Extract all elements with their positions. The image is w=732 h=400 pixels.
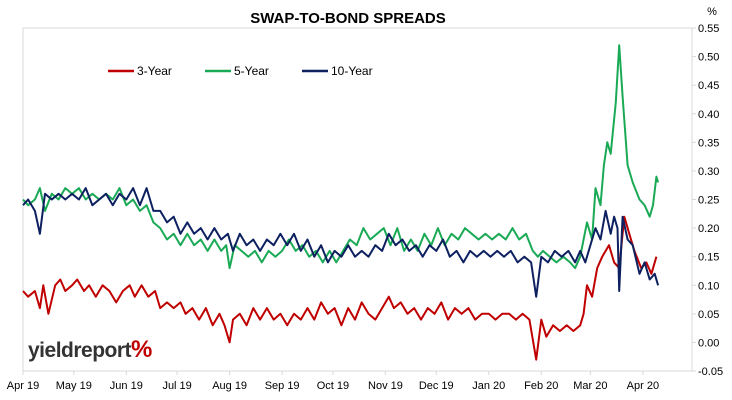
series-line-3-year <box>22 215 658 361</box>
y-axis-unit: % <box>707 6 717 18</box>
y-tick-label: 0.15 <box>698 252 719 264</box>
y-tick-label: 0.10 <box>698 280 719 292</box>
y-tick-label: 0.35 <box>698 137 719 149</box>
y-tick-label: -0.05 <box>698 366 723 378</box>
x-tick-label: Jan 20 <box>472 380 505 392</box>
series-layer <box>22 44 660 361</box>
y-tick-label: 0.45 <box>698 80 719 92</box>
y-tick-label: 0.00 <box>698 337 719 349</box>
y-tick-label: 0.25 <box>698 195 719 207</box>
yieldreport-logo: yieldreport% <box>28 338 152 362</box>
x-tick-label: Oct 19 <box>317 380 349 392</box>
logo-percent-symbol: % <box>131 336 152 363</box>
x-tick-label: Feb 20 <box>524 380 558 392</box>
legend-label-3-year: 3-Year <box>137 64 172 78</box>
legend: 3-Year 5-Year 10-Year <box>108 64 373 78</box>
x-tick-label: Apr 20 <box>627 380 659 392</box>
x-tick-label: May 19 <box>56 380 92 392</box>
x-tick-label: Sep 19 <box>265 380 300 392</box>
axes: -0.05 0.00 0.05 0.10 0.15 0.20 0.25 0.30 0.35 0.4… <box>7 23 723 392</box>
legend-label-10-year: 10-Year <box>331 64 373 78</box>
y-tick-label: 0.40 <box>698 109 719 121</box>
x-tick-label: Jun 19 <box>110 380 143 392</box>
series-line-10-year <box>22 187 660 298</box>
chart-title: SWAP-TO-BOND SPREADS <box>250 10 446 27</box>
x-tick-label: Aug 19 <box>212 380 247 392</box>
logo-wordmark: yieldreport <box>28 339 132 362</box>
y-tick-label: 0.20 <box>698 223 719 235</box>
y-tick-label: 0.05 <box>698 309 719 321</box>
x-tick-label: Nov 19 <box>368 380 403 392</box>
series-line-5-year <box>22 44 660 270</box>
y-tick-label: 0.50 <box>698 52 719 64</box>
x-tick-label: Apr 19 <box>7 380 39 392</box>
legend-label-5-year: 5-Year <box>234 64 269 78</box>
x-tick-label: Jul 19 <box>162 380 191 392</box>
y-tick-label: 0.55 <box>698 23 719 35</box>
y-tick-label: 0.30 <box>698 166 719 178</box>
x-tick-label: Dec 19 <box>419 380 454 392</box>
x-tick-label: Mar 20 <box>573 380 607 392</box>
